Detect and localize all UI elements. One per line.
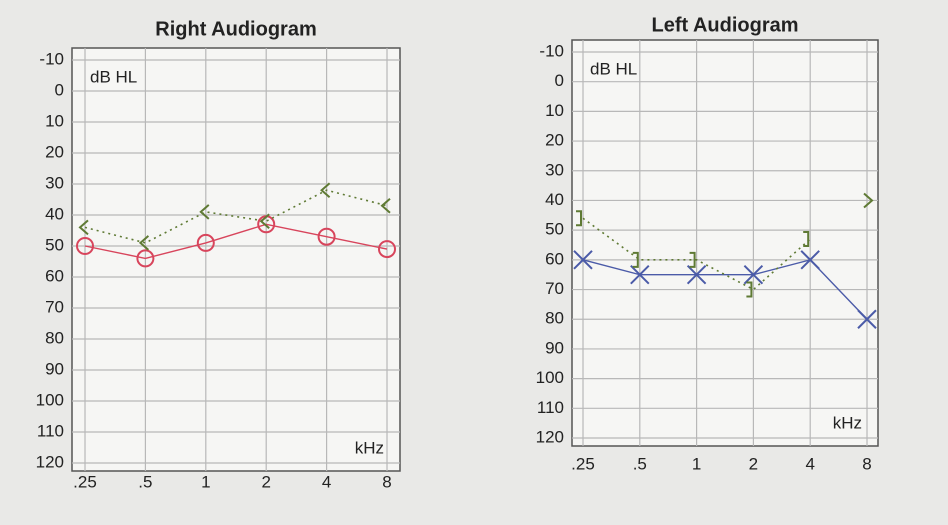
y-tick-label: 90 — [545, 338, 564, 357]
y-tick-label: 40 — [545, 190, 564, 209]
marker-greater-than — [863, 192, 874, 209]
y-tick-label: 120 — [536, 427, 564, 446]
y-tick-label: 100 — [536, 368, 564, 387]
marker-x — [630, 264, 650, 285]
x-tick-label: 8 — [862, 454, 871, 473]
series-line — [582, 217, 811, 291]
y-tick-label: 10 — [45, 111, 64, 130]
y-tick-label: 120 — [36, 452, 64, 471]
x-tick-label: 2 — [749, 454, 758, 473]
x-axis-label: kHz — [833, 413, 862, 432]
plot-frame — [71, 47, 401, 472]
marker-circle — [76, 237, 94, 255]
y-tick-label: 40 — [45, 204, 64, 223]
x-tick-label: .5 — [138, 472, 152, 491]
marker-less-than — [380, 197, 391, 214]
marker-circle — [317, 227, 336, 246]
x-tick-label: 4 — [805, 454, 814, 473]
marker-x — [857, 309, 877, 329]
marker-bracket — [632, 251, 639, 268]
x-tick-label: 8 — [382, 472, 391, 491]
series-line — [84, 223, 388, 260]
marker-circle — [196, 233, 215, 252]
y-tick-label: 90 — [45, 359, 64, 378]
y-tick-label: 10 — [545, 101, 564, 120]
y-tick-label: -10 — [539, 41, 564, 60]
y-tick-label: 80 — [545, 309, 564, 328]
marker-less-than — [138, 235, 150, 251]
marker-x — [573, 250, 593, 270]
y-tick-label: 100 — [36, 390, 64, 409]
y-tick-label: 20 — [45, 142, 64, 161]
chart-title: Right Audiogram — [155, 18, 316, 40]
y-tick-label: 60 — [45, 266, 64, 285]
y-tick-label: -10 — [39, 49, 64, 68]
x-tick-label: 4 — [322, 472, 331, 491]
marker-less-than — [259, 213, 270, 229]
y-axis-label: dB HL — [590, 59, 637, 78]
marker-circle — [136, 249, 155, 268]
y-axis-label: dB HL — [90, 67, 137, 86]
marker-x — [743, 264, 764, 285]
y-tick-label: 30 — [45, 173, 64, 192]
chart-title: Left Audiogram — [651, 14, 798, 36]
y-tick-label: 30 — [545, 160, 564, 179]
x-tick-label: 1 — [692, 454, 701, 473]
series-line — [582, 259, 868, 320]
y-tick-label: 110 — [37, 421, 64, 440]
marker-circle — [378, 240, 396, 259]
y-tick-label: 0 — [55, 80, 64, 99]
y-tick-label: 80 — [45, 328, 64, 347]
marker-bracket — [803, 231, 810, 248]
y-tick-label: 50 — [545, 220, 564, 239]
y-tick-label: 0 — [555, 71, 564, 90]
y-tick-label: 20 — [545, 131, 564, 150]
marker-bracket — [746, 281, 753, 298]
y-tick-label: 60 — [545, 249, 564, 268]
x-tick-label: 1 — [201, 472, 210, 491]
y-tick-label: 50 — [45, 235, 64, 254]
marker-less-than — [78, 219, 89, 236]
x-axis-label: kHz — [355, 438, 384, 457]
x-tick-label: .25 — [571, 454, 595, 473]
y-tick-label: 70 — [545, 279, 564, 298]
marker-bracket — [576, 210, 582, 227]
x-tick-label: 2 — [261, 472, 270, 491]
x-tick-label: .25 — [73, 472, 97, 491]
marker-less-than — [199, 204, 210, 220]
y-tick-label: 110 — [537, 398, 564, 417]
marker-x — [800, 250, 820, 270]
marker-x — [686, 264, 707, 285]
y-tick-label: 70 — [45, 297, 64, 316]
marker-less-than — [320, 182, 331, 198]
marker-bracket — [689, 251, 696, 268]
x-tick-label: .5 — [633, 454, 647, 473]
